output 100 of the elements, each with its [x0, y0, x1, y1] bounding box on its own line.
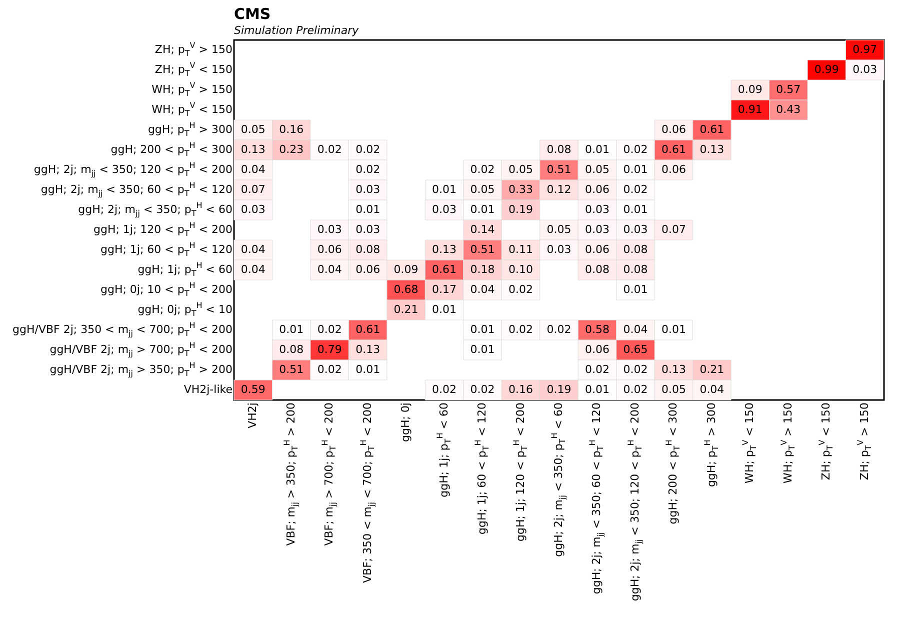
data-label: 0.02: [623, 183, 648, 196]
data-label: 0.08: [279, 343, 304, 356]
data-label: 0.18: [470, 263, 495, 276]
data-label: 0.03: [584, 203, 610, 216]
data-label: 0.06: [584, 243, 610, 256]
data-label: 0.65: [623, 343, 648, 356]
data-label: 0.33: [508, 183, 534, 196]
data-label: 0.61: [661, 143, 686, 156]
data-label: 0.05: [508, 163, 534, 176]
data-label: 0.59: [240, 383, 266, 396]
data-label: 0.02: [623, 383, 648, 396]
data-label: 0.02: [317, 363, 342, 376]
y-tick-label: ggH; p$_{T}$$^{H}$ > 300: [148, 121, 232, 138]
y-tick-label: ggH; 2j; m$_{jj}$ < 350; p$_{T}$$^{H}$ < 60: [78, 201, 232, 218]
data-label: 0.02: [470, 163, 495, 176]
data-label: 0.04: [317, 263, 342, 276]
data-label: 0.51: [470, 243, 495, 256]
data-label: 0.01: [432, 303, 457, 316]
data-label: 0.07: [240, 183, 266, 196]
y-tick-label: ggH; 1j; 120 < p$_{T}$$^{H}$ < 200: [93, 221, 232, 238]
data-label: 0.13: [700, 143, 724, 156]
y-tick-label: ggH; 2j; m$_{jj}$ < 350; 60 < p$_{T}$$^{H}$ < 120: [40, 181, 232, 198]
data-label: 0.91: [738, 103, 762, 116]
data-label: 0.02: [584, 363, 610, 376]
y-tick-label: WH; p$_{T}$$^{V}$ < 150: [152, 101, 232, 118]
data-label: 0.06: [661, 163, 686, 176]
data-label: 0.11: [508, 243, 534, 256]
y-tick-label: ggH; 0j; p$_{T}$$^{H}$ < 10: [138, 301, 232, 318]
data-label: 0.03: [317, 223, 342, 236]
data-label: 0.08: [623, 263, 648, 276]
data-label: 0.01: [356, 203, 380, 216]
data-label: 0.01: [623, 203, 648, 216]
data-label: 0.13: [240, 143, 266, 156]
data-label: 0.01: [584, 383, 610, 396]
data-label: 0.05: [240, 123, 266, 136]
data-label: 0.04: [470, 283, 495, 296]
data-label: 0.06: [356, 263, 380, 276]
data-label: 0.02: [623, 143, 648, 156]
data-label: 0.04: [240, 263, 266, 276]
data-label: 0.97: [852, 43, 878, 56]
y-tick-label: ZH; p$_{T}$$^{V}$ > 150: [154, 41, 232, 58]
data-label: 0.02: [317, 143, 342, 156]
data-label: 0.17: [432, 283, 457, 296]
data-label: 0.03: [623, 223, 648, 236]
data-label: 0.04: [240, 163, 266, 176]
data-label: 0.02: [470, 383, 495, 396]
data-label: 0.61: [356, 323, 380, 336]
data-label: 0.01: [432, 183, 457, 196]
data-label: 0.03: [852, 63, 878, 76]
data-label: 0.58: [584, 323, 610, 336]
y-tick-label: ggH/VBF 2j; m$_{jj}$ > 700; p$_{T}$$^{H}$ < 200: [50, 341, 232, 358]
data-label: 0.21: [700, 363, 724, 376]
data-label: 0.06: [317, 243, 342, 256]
data-label: 0.99: [814, 63, 839, 76]
data-label: 0.09: [738, 83, 762, 96]
data-label: 0.14: [470, 223, 495, 236]
y-tick-label: WH; p$_{T}$$^{V}$ > 150: [152, 81, 232, 98]
data-label: 0.57: [776, 83, 801, 96]
data-label: 0.03: [546, 243, 572, 256]
y-tick-label: ggH; 1j; 60 < p$_{T}$$^{H}$ < 120: [100, 241, 232, 258]
data-label: 0.05: [584, 163, 610, 176]
data-label: 0.19: [546, 383, 572, 396]
data-label: 0.07: [661, 223, 686, 236]
data-label: 0.01: [584, 143, 610, 156]
data-label: 0.09: [394, 263, 418, 276]
data-label: 0.02: [623, 363, 648, 376]
data-label: 0.01: [356, 363, 380, 376]
data-label: 0.13: [356, 343, 380, 356]
data-label: 0.01: [470, 343, 495, 356]
data-label: 0.10: [508, 263, 534, 276]
data-label: 0.02: [317, 323, 342, 336]
data-label: 0.06: [584, 343, 610, 356]
data-label: 0.01: [623, 283, 648, 296]
data-label: 0.79: [317, 343, 342, 356]
data-label: 0.16: [508, 383, 534, 396]
data-label: 0.04: [623, 323, 648, 336]
data-label: 0.01: [623, 163, 648, 176]
data-label: 0.03: [584, 223, 610, 236]
data-label: 0.03: [356, 183, 380, 196]
y-tick-label: ggH; 1j; p$_{T}$$^{H}$ < 60: [138, 261, 232, 278]
chart-title: CMS: [234, 4, 271, 23]
data-label: 0.03: [240, 203, 266, 216]
data-label: 0.03: [356, 223, 380, 236]
data-label: 0.13: [661, 363, 686, 376]
data-label: 0.08: [623, 243, 648, 256]
data-label: 0.05: [470, 183, 495, 196]
data-label: 0.02: [356, 143, 380, 156]
data-label: 0.12: [546, 183, 572, 196]
data-label: 0.61: [700, 123, 724, 136]
data-label: 0.02: [508, 283, 534, 296]
data-label: 0.04: [240, 243, 266, 256]
data-label: 0.08: [546, 143, 572, 156]
data-label: 0.04: [700, 383, 724, 396]
y-tick-label: ggH; 0j; 10 < p$_{T}$$^{H}$ < 200: [100, 281, 232, 298]
data-label: 0.05: [661, 383, 686, 396]
data-label: 0.01: [470, 323, 495, 336]
data-label: 0.08: [356, 243, 380, 256]
chart-subtitle: Simulation Preliminary: [234, 24, 360, 37]
data-label: 0.02: [508, 323, 534, 336]
data-label: 0.13: [432, 243, 457, 256]
